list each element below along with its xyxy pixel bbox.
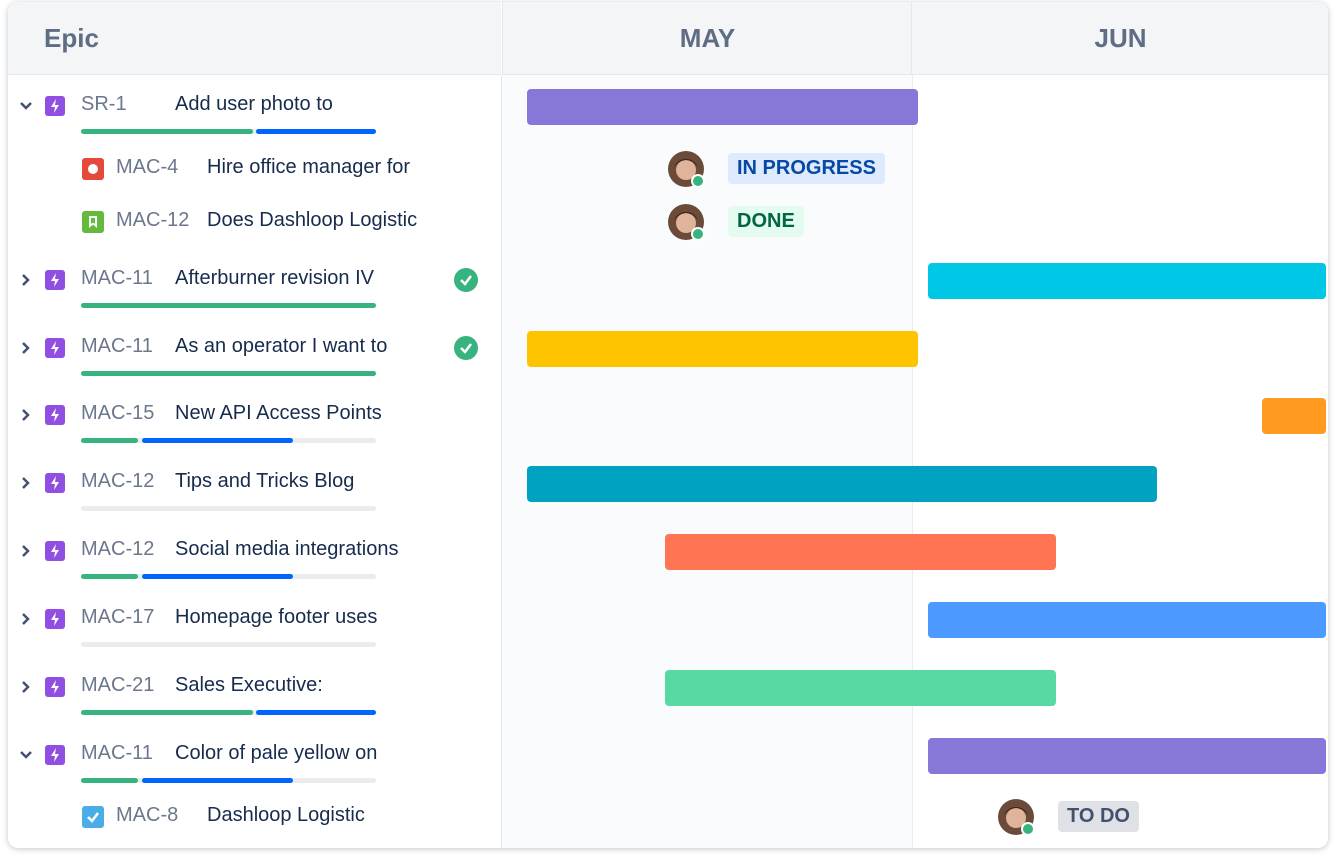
- expand-toggle[interactable]: [18, 543, 34, 559]
- progress-in-progress: [256, 129, 376, 134]
- issue-key: MAC-11: [81, 742, 153, 764]
- done-check: [454, 268, 478, 292]
- progress-done: [81, 574, 138, 579]
- issue-key: MAC-12: [81, 538, 155, 560]
- column-title: Epic: [44, 23, 99, 53]
- issue-key: MAC-17: [81, 606, 155, 628]
- expand-toggle[interactable]: [18, 340, 34, 356]
- status-lozenge: TO DO: [1058, 801, 1139, 832]
- month-label: JUN: [1094, 23, 1147, 53]
- issue-title[interactable]: Homepage footer uses: [175, 606, 378, 628]
- issue-key: MAC-8: [116, 804, 179, 826]
- issue-type-icon: [82, 158, 104, 180]
- progress-track: [81, 642, 376, 647]
- issue-type-icon: [45, 338, 65, 358]
- month-label: MAY: [679, 23, 736, 53]
- issue-key: MAC-12: [81, 470, 155, 492]
- issue-title[interactable]: Does Dashloop Logistic: [207, 209, 418, 231]
- issue-title[interactable]: Tips and Tricks Blog: [175, 470, 355, 492]
- issue-type-icon: [45, 473, 65, 493]
- progress-done: [81, 778, 138, 783]
- timeline-bar[interactable]: [928, 602, 1326, 638]
- roadmap-card: Epic MAY JUN: [8, 2, 1328, 848]
- issue-type-icon: [45, 270, 65, 290]
- progress-done: [81, 303, 376, 308]
- timeline-bar[interactable]: [1262, 398, 1326, 434]
- progress-done: [81, 371, 376, 376]
- assignee-avatar: [668, 204, 706, 242]
- issue-key: MAC-4: [116, 156, 179, 178]
- month-column: [501, 75, 913, 848]
- issue-title[interactable]: Afterburner revision IV: [175, 267, 374, 289]
- issue-key: MAC-11: [81, 335, 153, 357]
- status-lozenge: IN PROGRESS: [728, 153, 885, 184]
- issue-title[interactable]: Hire office manager for: [207, 156, 411, 178]
- timeline-bar[interactable]: [527, 466, 1157, 502]
- issue-key: MAC-21: [81, 674, 155, 696]
- issue-title[interactable]: Dashloop Logistic: [207, 804, 365, 826]
- progress-in-progress: [142, 574, 293, 579]
- timeline-bar[interactable]: [665, 670, 1056, 706]
- expand-toggle[interactable]: [18, 407, 34, 423]
- issue-type-icon: [82, 211, 104, 233]
- progress-done: [81, 129, 253, 134]
- assignee-avatar: [998, 799, 1036, 837]
- issue-type-icon: [45, 541, 65, 561]
- status-lozenge: DONE: [728, 206, 804, 237]
- issue-title[interactable]: Social media integrations: [175, 538, 399, 560]
- timeline-bar[interactable]: [928, 263, 1326, 299]
- progress-in-progress: [142, 438, 293, 443]
- assignee-avatar: [668, 151, 706, 189]
- issue-type-icon: [45, 96, 65, 116]
- expand-toggle[interactable]: [18, 679, 34, 695]
- expand-toggle[interactable]: [18, 272, 34, 288]
- issue-type-icon: [45, 405, 65, 425]
- done-check: [454, 336, 478, 360]
- issue-key: MAC-15: [81, 402, 155, 424]
- month-header: MAY: [502, 2, 912, 75]
- issue-title[interactable]: Color of pale yellow on: [175, 742, 378, 764]
- progress-done: [81, 710, 253, 715]
- timeline-bar[interactable]: [665, 534, 1056, 570]
- progress-track: [81, 506, 376, 511]
- progress-in-progress: [142, 778, 293, 783]
- expand-toggle[interactable]: [18, 611, 34, 627]
- issue-title[interactable]: New API Access Points: [175, 402, 382, 424]
- issue-type-icon: [45, 677, 65, 697]
- progress-in-progress: [256, 710, 376, 715]
- issue-type-icon: [45, 745, 65, 765]
- issue-key: MAC-12: [116, 209, 190, 231]
- progress-done: [81, 438, 138, 443]
- expand-toggle[interactable]: [18, 98, 34, 114]
- issue-title[interactable]: Add user photo to: [175, 93, 333, 115]
- month-header: JUN: [911, 2, 1328, 75]
- list-header: Epic: [8, 2, 501, 75]
- timeline-bar[interactable]: [527, 331, 918, 367]
- expand-toggle[interactable]: [18, 747, 34, 763]
- issue-key: MAC-11: [81, 267, 153, 289]
- issue-type-icon: [45, 609, 65, 629]
- timeline-bar[interactable]: [527, 89, 918, 125]
- issue-title[interactable]: Sales Executive:: [175, 674, 323, 696]
- expand-toggle[interactable]: [18, 475, 34, 491]
- issue-key: SR-1: [81, 93, 127, 115]
- timeline-bar[interactable]: [928, 738, 1326, 774]
- issue-title[interactable]: As an operator I want to: [175, 335, 388, 357]
- issue-type-icon: [82, 806, 104, 828]
